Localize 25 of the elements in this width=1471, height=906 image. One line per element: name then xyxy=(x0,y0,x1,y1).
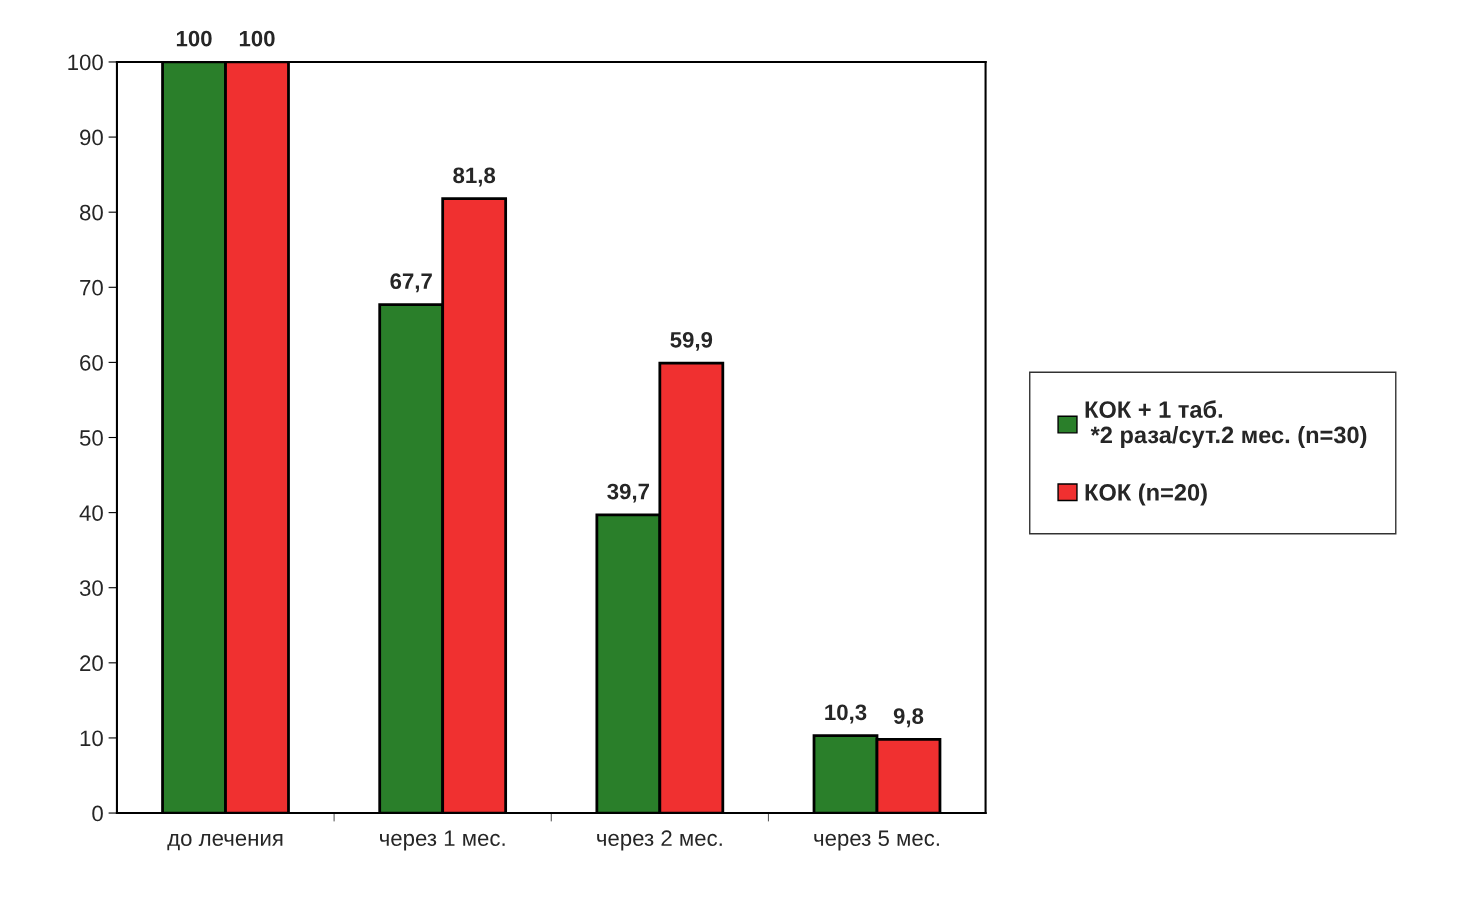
y-tick-label: 10 xyxy=(80,730,103,747)
y-tick-label: 30 xyxy=(79,580,103,596)
legend-label: КОК (n=20) xyxy=(1085,483,1207,506)
y-tick-label: 60 xyxy=(80,354,103,371)
x-tick-label: через 5 мес. xyxy=(814,830,939,851)
legend-label: КОК + 1 таб. *2 раза/сут.2 мес. (n=30) xyxy=(1085,400,1367,449)
y-tick-label: 90 xyxy=(80,129,103,146)
data-label: 59,9 xyxy=(670,331,713,351)
y-tick-label: 50 xyxy=(79,430,103,446)
data-label: 9,8 xyxy=(893,708,924,728)
x-tick-label: через 2 мес. xyxy=(597,830,722,851)
data-label: 39,7 xyxy=(607,483,649,503)
y-tick-label: 40 xyxy=(79,505,103,521)
y-tick-label: 70 xyxy=(80,279,103,296)
y-tick-label: 20 xyxy=(80,655,103,672)
y-tick-label: 100 xyxy=(68,54,103,71)
data-label: 100 xyxy=(239,30,275,47)
x-tick-label: до лечения xyxy=(167,833,283,851)
data-label: 100 xyxy=(176,30,212,47)
y-tick-label: 0 xyxy=(92,805,103,822)
y-tick-label: 80 xyxy=(80,204,103,221)
data-label: 81,8 xyxy=(453,167,496,187)
data-label: 10,3 xyxy=(825,704,867,724)
x-tick-label: через 1 мес. xyxy=(380,830,505,851)
data-label: 67,7 xyxy=(390,273,432,293)
